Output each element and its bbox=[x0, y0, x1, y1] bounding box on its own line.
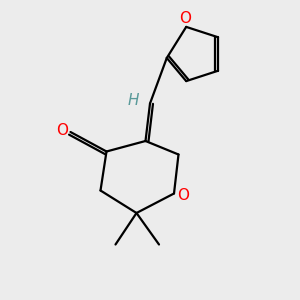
Text: O: O bbox=[56, 123, 68, 138]
Text: O: O bbox=[179, 11, 191, 26]
Text: H: H bbox=[128, 93, 139, 108]
Text: O: O bbox=[178, 188, 190, 202]
